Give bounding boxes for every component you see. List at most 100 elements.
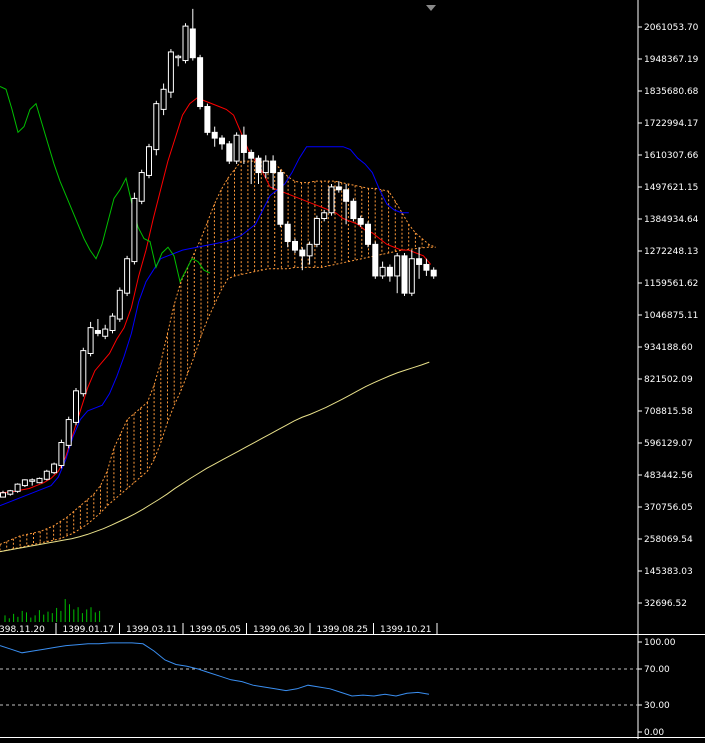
senkou-span-a xyxy=(0,160,436,545)
volume-bars xyxy=(4,599,101,622)
candle-body xyxy=(0,492,6,498)
candle-body xyxy=(65,419,72,446)
price-tick-label: 934188.60 xyxy=(644,343,693,353)
candlesticks xyxy=(0,8,437,498)
senkou-span-b xyxy=(0,246,436,553)
candle-body xyxy=(197,57,204,108)
price-tick-label: 1384934.64 xyxy=(644,215,699,225)
price-tick-label: 1948367.19 xyxy=(644,55,699,65)
candle-body xyxy=(21,479,28,487)
indicator-lines xyxy=(0,85,432,553)
oscillator-panel: 100.00 70.00 30.00 0.00 xyxy=(0,638,676,738)
price-tick-label: 1272248.13 xyxy=(644,247,698,257)
candle-body xyxy=(277,172,284,225)
price-tick-label: 708815.58 xyxy=(644,407,693,417)
candle-body xyxy=(248,151,255,159)
candle-body xyxy=(372,243,379,277)
candle-body xyxy=(167,51,174,93)
candle-body xyxy=(379,266,386,277)
candle-body xyxy=(116,289,123,320)
candle-body xyxy=(416,258,423,265)
candle-body xyxy=(51,463,58,474)
candle-body xyxy=(430,269,437,277)
price-tick-label: 2061053.70 xyxy=(644,23,699,33)
candle-body xyxy=(175,55,182,59)
candle-body xyxy=(182,25,189,62)
time-tick-label: 1399.05.05 xyxy=(190,625,242,635)
price-tick-label: 258069.54 xyxy=(644,535,693,545)
candle-body xyxy=(124,258,131,294)
candle-body xyxy=(270,160,277,174)
price-tick-label: 1610307.66 xyxy=(644,151,699,161)
price-tick-label: 32696.52 xyxy=(644,599,687,609)
green-line xyxy=(0,85,211,284)
candle-body xyxy=(211,131,218,139)
candle-body xyxy=(131,197,138,263)
candle-body xyxy=(160,88,167,110)
price-tick-label: 145383.03 xyxy=(644,567,693,577)
candle-body xyxy=(102,328,109,337)
candle-body xyxy=(233,134,240,162)
red-line xyxy=(0,97,432,494)
time-axis: 398.11.20 1399.01.17 1399.03.11 1399.05.05 1… xyxy=(0,623,438,635)
candle-body xyxy=(204,106,211,133)
candle-body xyxy=(36,477,43,484)
candle-body xyxy=(350,200,357,220)
time-tick-label: 1399.06.30 xyxy=(253,625,305,635)
candle-body xyxy=(343,189,350,202)
oscillator-tick-label: 100.00 xyxy=(644,638,676,648)
candle-body xyxy=(138,172,145,202)
candle-body xyxy=(73,390,79,423)
candle-body xyxy=(43,470,50,480)
oscillator-tick-label: 30.00 xyxy=(644,701,670,711)
candle-body xyxy=(153,103,160,151)
shift-marker-icon xyxy=(426,5,436,11)
time-tick-label: 1399.08.25 xyxy=(317,625,369,635)
candle-body xyxy=(357,218,364,225)
oscillator-tick-label: 70.00 xyxy=(644,665,670,675)
candle-body xyxy=(386,266,393,277)
ma-line xyxy=(0,361,430,553)
candle-body xyxy=(240,134,247,153)
candle-body xyxy=(94,330,101,334)
candle-body xyxy=(255,157,262,174)
candle-body xyxy=(87,327,94,354)
time-tick-label: 1399.10.21 xyxy=(380,625,432,635)
candle-body xyxy=(321,212,328,220)
price-tick-label: 1159561.62 xyxy=(644,279,698,289)
candle-body xyxy=(262,160,269,174)
candle-body xyxy=(328,186,335,214)
time-tick-label: 1399.01.17 xyxy=(63,625,115,635)
candle-body xyxy=(408,258,415,294)
candle-body xyxy=(306,243,313,257)
price-tick-label: 1722994.17 xyxy=(644,119,698,129)
candle-body xyxy=(365,223,371,245)
candle-body xyxy=(423,263,430,271)
candle-body xyxy=(292,240,298,251)
price-tick-label: 483442.56 xyxy=(644,471,693,481)
price-tick-label: 1046875.11 xyxy=(644,311,698,321)
candle-body xyxy=(401,255,408,294)
candle-body xyxy=(189,28,196,59)
candle-body xyxy=(146,146,152,176)
candle-body xyxy=(219,137,225,145)
oscillator-tick-label: 0.00 xyxy=(644,728,664,738)
candle-body xyxy=(14,483,21,492)
price-tick-label: 596129.07 xyxy=(644,439,693,449)
candle-body xyxy=(7,490,14,495)
candle-body xyxy=(299,249,306,257)
candle-body xyxy=(29,479,36,482)
price-tick-label: 370756.05 xyxy=(644,503,693,513)
candle-body xyxy=(284,223,291,242)
time-tick-label: 1399.03.11 xyxy=(126,625,178,635)
candle-body xyxy=(335,186,342,191)
candle-body xyxy=(313,218,320,245)
ichimoku-cloud xyxy=(0,160,436,553)
candle-body xyxy=(58,442,65,466)
price-tick-label: 1497621.15 xyxy=(644,183,698,193)
candle-body xyxy=(394,255,401,277)
time-tick-label: 398.11.20 xyxy=(0,625,45,635)
oscillator-line xyxy=(0,642,430,697)
